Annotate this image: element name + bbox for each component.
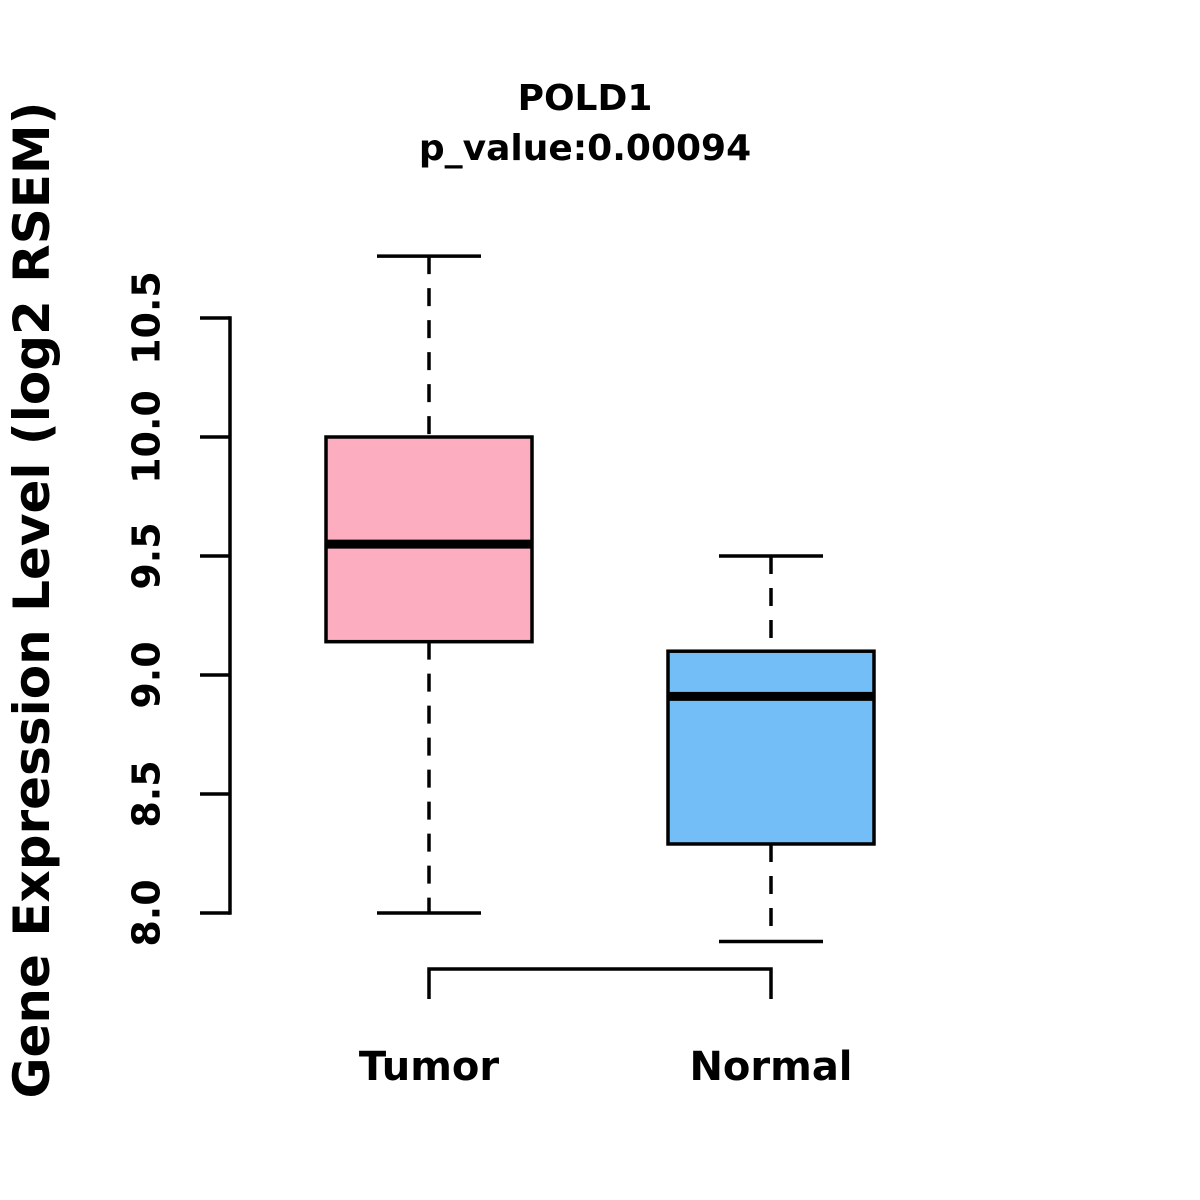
normal-boxplot [666, 554, 876, 944]
chart-subtitle-pvalue: p_value:0.00094 [418, 128, 752, 169]
x-category-label-normal: Normal [689, 1044, 852, 1090]
y-axis-tick-label: 9.0 [124, 641, 168, 708]
x-category-label-tumor: Tumor [359, 1044, 500, 1090]
normal-box [666, 649, 876, 846]
y-axis-tick-label: 8.0 [124, 879, 168, 946]
y-axis-tick-label: 10.5 [124, 271, 168, 365]
y-axis-tick-label: 9.5 [124, 522, 168, 589]
tumor-box [324, 435, 534, 644]
y-axis-tick-label: 8.5 [124, 760, 168, 827]
x-axis-bracket [427, 967, 773, 999]
tumor-boxplot [324, 254, 534, 915]
chart-title-block: POLD1 p_value:0.00094 [230, 74, 940, 174]
chart-title: POLD1 [517, 78, 653, 119]
y-axis-tick-label: 10.0 [124, 390, 168, 484]
y-axis: 8.0 8.5 9.0 9.5 10.0 10.5 [124, 271, 232, 947]
